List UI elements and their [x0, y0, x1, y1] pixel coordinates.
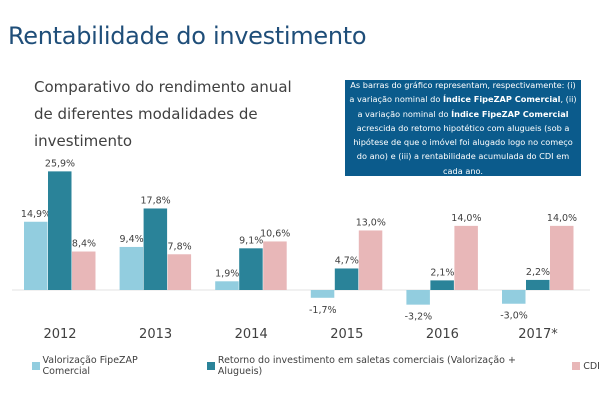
data-label: 2,1% — [430, 267, 454, 278]
bar — [406, 290, 430, 305]
data-label: 9,4% — [120, 234, 144, 245]
page-title: Rentabilidade do investimento — [8, 22, 367, 50]
legend-item-fipezap: Valorização FipeZAP Comercial — [32, 355, 179, 377]
bar — [119, 246, 144, 290]
bar — [72, 251, 96, 290]
chart-legend: Valorização FipeZAP Comercial Retorno do… — [32, 355, 600, 377]
data-label: 1,9% — [215, 268, 239, 279]
data-label: 25,9% — [45, 158, 75, 169]
data-label: 13,0% — [356, 217, 386, 228]
x-tick-label: 2016 — [426, 327, 459, 342]
x-tick-label: 2014 — [235, 327, 268, 342]
data-label: 14,0% — [451, 213, 481, 224]
bar — [430, 280, 454, 290]
bar — [239, 248, 263, 290]
data-label: -3,0% — [500, 311, 528, 322]
x-tick-label: 2017* — [518, 327, 558, 342]
legend-item-retorno: Retorno do investimento em saletas comer… — [207, 355, 542, 377]
bar — [358, 230, 383, 290]
data-label: 14,0% — [547, 213, 577, 224]
data-label: 14,9% — [21, 209, 51, 220]
data-label: 4,7% — [335, 255, 359, 266]
chart-note-box: As barras do gráfico representam, respec… — [345, 80, 581, 176]
legend-item-cdi: CDI — [572, 355, 600, 377]
data-label: 17,8% — [141, 195, 171, 206]
x-tick-label: 2013 — [139, 327, 172, 342]
bar — [263, 241, 287, 290]
bar — [310, 290, 335, 298]
data-label: -3,2% — [405, 312, 433, 323]
bar — [334, 268, 359, 290]
bar — [48, 171, 72, 290]
bar — [502, 290, 526, 304]
bar — [215, 281, 239, 290]
data-label: 10,6% — [260, 228, 290, 239]
legend-swatch — [207, 362, 215, 370]
data-label: 7,8% — [168, 241, 192, 252]
x-tick-label: 2012 — [43, 327, 76, 342]
legend-swatch — [572, 362, 581, 370]
bar — [454, 225, 478, 290]
bar — [167, 254, 192, 290]
data-label: 2,2% — [526, 267, 550, 278]
bar — [24, 221, 48, 290]
chart-note-text: As barras do gráfico representam, respec… — [349, 79, 577, 176]
data-label: -1,7% — [309, 305, 337, 316]
bar — [526, 279, 550, 290]
legend-swatch — [32, 362, 40, 370]
bar — [550, 225, 574, 290]
x-tick-label: 2015 — [330, 327, 363, 342]
data-label: 8,4% — [72, 239, 96, 250]
data-label: 9,1% — [239, 235, 263, 246]
bar — [143, 208, 168, 290]
chart-subtitle: Comparativo do rendimento anual de difer… — [34, 78, 292, 150]
